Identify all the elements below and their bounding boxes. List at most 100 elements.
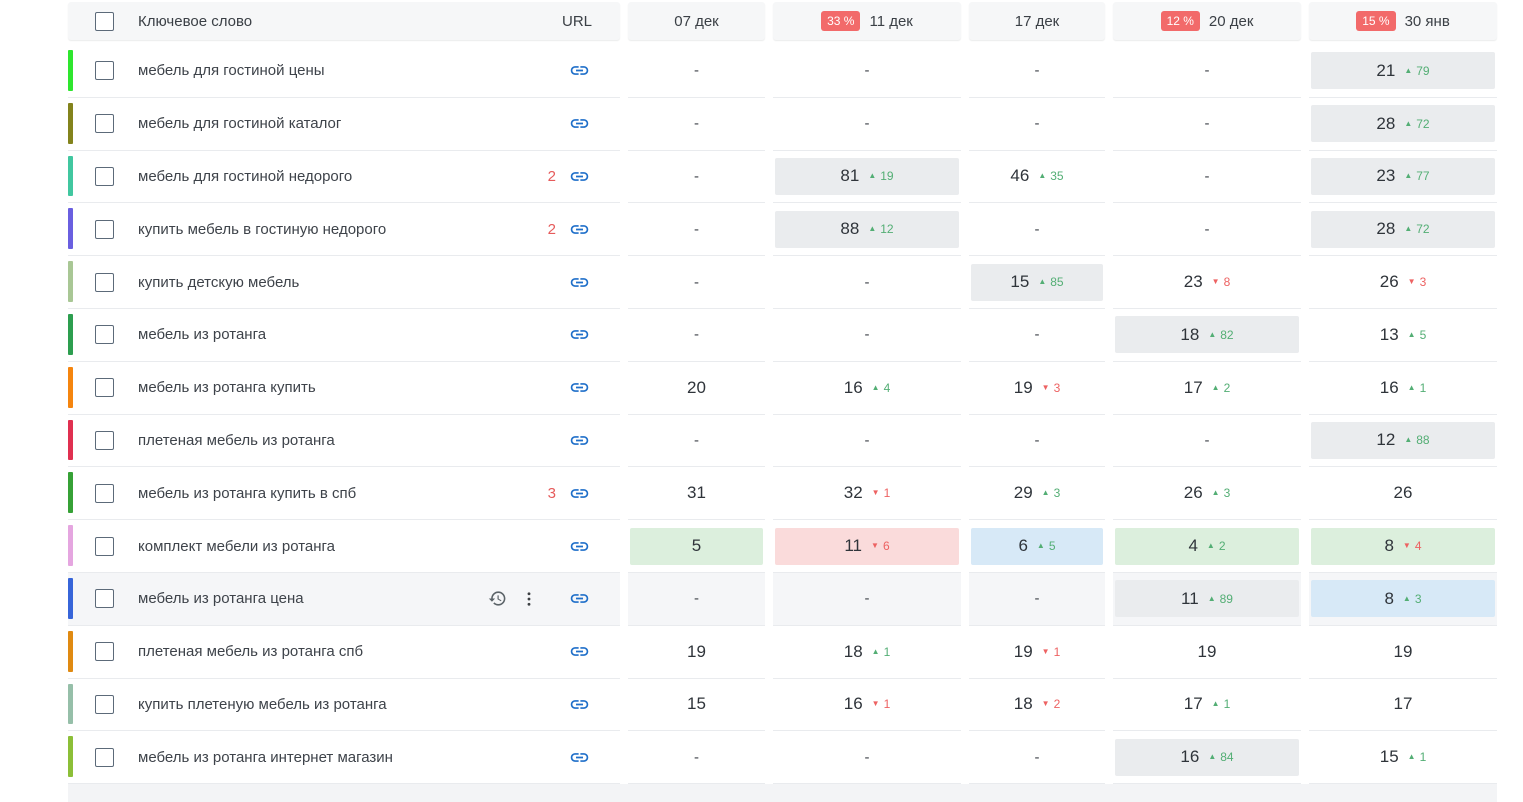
link-icon[interactable] <box>569 483 590 504</box>
link-icon[interactable] <box>569 113 590 134</box>
position-cell[interactable]: 13 ▲ 5 <box>1309 308 1497 362</box>
position-cell[interactable]: 29 ▲ 3 <box>969 467 1105 521</box>
position-cell[interactable]: 46 ▲ 35 <box>969 150 1105 204</box>
position-cell[interactable]: - <box>773 308 961 362</box>
position-cell[interactable]: 6 ▲ 5 <box>969 520 1105 573</box>
position-cell[interactable]: - <box>1113 45 1301 98</box>
position-cell[interactable]: - <box>773 572 961 626</box>
row-checkbox[interactable] <box>95 642 114 662</box>
position-cell[interactable]: 11 ▲ 89 <box>1113 572 1301 626</box>
position-cell[interactable]: 12 ▲ 88 <box>1309 414 1497 468</box>
row-checkbox[interactable] <box>95 694 114 714</box>
position-cell[interactable]: - <box>628 731 765 785</box>
url-count-badge[interactable]: 2 <box>547 220 556 238</box>
position-cell[interactable]: 16 ▲ 4 <box>773 361 961 415</box>
position-cell[interactable]: - <box>969 414 1105 468</box>
position-cell[interactable]: 8 ▲ 3 <box>1309 572 1497 626</box>
position-cell[interactable]: 26 ▲ 3 <box>1113 467 1301 521</box>
date-column-header[interactable]: 07 дек <box>628 2 765 40</box>
position-cell[interactable]: 15 <box>628 678 765 732</box>
position-cell[interactable]: - <box>628 414 765 468</box>
link-icon[interactable] <box>569 641 590 662</box>
position-cell[interactable]: 20 <box>628 361 765 415</box>
row-checkbox[interactable] <box>95 114 114 134</box>
link-icon[interactable] <box>569 694 590 715</box>
position-cell[interactable]: - <box>1113 150 1301 204</box>
position-cell[interactable]: - <box>773 414 961 468</box>
position-cell[interactable]: 16 ▼ 1 <box>773 678 961 732</box>
row-checkbox[interactable] <box>95 483 114 503</box>
position-cell[interactable]: 32 ▼ 1 <box>773 467 961 521</box>
link-icon[interactable] <box>569 430 590 451</box>
link-icon[interactable] <box>569 324 590 345</box>
position-cell[interactable]: - <box>1113 97 1301 151</box>
link-icon[interactable] <box>569 166 590 187</box>
link-icon[interactable] <box>569 536 590 557</box>
row-checkbox[interactable] <box>95 219 114 239</box>
link-icon[interactable] <box>569 588 590 609</box>
position-cell[interactable]: - <box>969 97 1105 151</box>
position-cell[interactable]: 88 ▲ 12 <box>773 203 961 257</box>
row-checkbox[interactable] <box>95 325 114 345</box>
row-checkbox[interactable] <box>95 747 114 767</box>
position-cell[interactable]: 15 ▲ 85 <box>969 256 1105 309</box>
position-cell[interactable]: - <box>628 308 765 362</box>
position-cell[interactable]: 17 ▲ 1 <box>1113 678 1301 732</box>
position-cell[interactable]: 15 ▲ 1 <box>1309 731 1497 785</box>
position-cell[interactable]: 19 ▼ 3 <box>969 361 1105 415</box>
row-checkbox[interactable] <box>95 536 114 556</box>
kebab-menu-icon[interactable] <box>520 590 538 608</box>
position-cell[interactable]: 26 ▼ 3 <box>1309 256 1497 309</box>
position-cell[interactable]: 17 ▲ 2 <box>1113 361 1301 415</box>
position-cell[interactable]: 28 ▲ 72 <box>1309 97 1497 151</box>
position-cell[interactable]: - <box>628 45 765 98</box>
position-cell[interactable]: - <box>969 45 1105 98</box>
position-cell[interactable]: 4 ▲ 2 <box>1113 520 1301 573</box>
position-cell[interactable]: 21 ▲ 79 <box>1309 45 1497 98</box>
position-cell[interactable]: 18 ▲ 1 <box>773 625 961 679</box>
row-checkbox[interactable] <box>95 166 114 186</box>
row-checkbox[interactable] <box>95 430 114 450</box>
row-checkbox[interactable] <box>95 61 114 81</box>
position-cell[interactable]: - <box>773 731 961 785</box>
position-cell[interactable]: 19 ▼ 1 <box>969 625 1105 679</box>
url-count-badge[interactable]: 2 <box>547 167 556 185</box>
row-checkbox[interactable] <box>95 272 114 292</box>
position-cell[interactable]: - <box>969 572 1105 626</box>
position-cell[interactable]: 23 ▲ 77 <box>1309 150 1497 204</box>
position-cell[interactable]: 16 ▲ 84 <box>1113 731 1301 785</box>
position-cell[interactable]: 8 ▼ 4 <box>1309 520 1497 573</box>
position-cell[interactable]: 28 ▲ 72 <box>1309 203 1497 257</box>
position-cell[interactable]: - <box>969 203 1105 257</box>
select-all-checkbox[interactable] <box>95 11 114 31</box>
date-column-header[interactable]: 17 дек <box>969 2 1105 40</box>
date-column-header[interactable]: 15 % 30 янв <box>1309 2 1497 40</box>
position-cell[interactable]: 19 <box>1113 625 1301 679</box>
position-cell[interactable]: - <box>628 97 765 151</box>
link-icon[interactable] <box>569 377 590 398</box>
position-cell[interactable]: 18 ▼ 2 <box>969 678 1105 732</box>
position-cell[interactable]: - <box>969 731 1105 785</box>
position-cell[interactable]: 11 ▼ 6 <box>773 520 961 573</box>
position-cell[interactable]: - <box>628 572 765 626</box>
history-icon[interactable] <box>488 589 507 608</box>
row-checkbox[interactable] <box>95 589 114 609</box>
position-cell[interactable]: 5 <box>628 520 765 573</box>
position-cell[interactable]: - <box>773 97 961 151</box>
position-cell[interactable]: - <box>628 150 765 204</box>
link-icon[interactable] <box>569 60 590 81</box>
link-icon[interactable] <box>569 747 590 768</box>
position-cell[interactable]: 16 ▲ 1 <box>1309 361 1497 415</box>
position-cell[interactable]: 17 <box>1309 678 1497 732</box>
position-cell[interactable]: - <box>969 308 1105 362</box>
position-cell[interactable]: 18 ▲ 82 <box>1113 308 1301 362</box>
position-cell[interactable]: - <box>773 256 961 309</box>
position-cell[interactable]: 23 ▼ 8 <box>1113 256 1301 309</box>
position-cell[interactable]: 31 <box>628 467 765 521</box>
link-icon[interactable] <box>569 219 590 240</box>
position-cell[interactable]: 81 ▲ 19 <box>773 150 961 204</box>
position-cell[interactable]: 19 <box>628 625 765 679</box>
position-cell[interactable]: 26 <box>1309 467 1497 521</box>
url-count-badge[interactable]: 3 <box>547 484 556 502</box>
position-cell[interactable]: - <box>1113 203 1301 257</box>
